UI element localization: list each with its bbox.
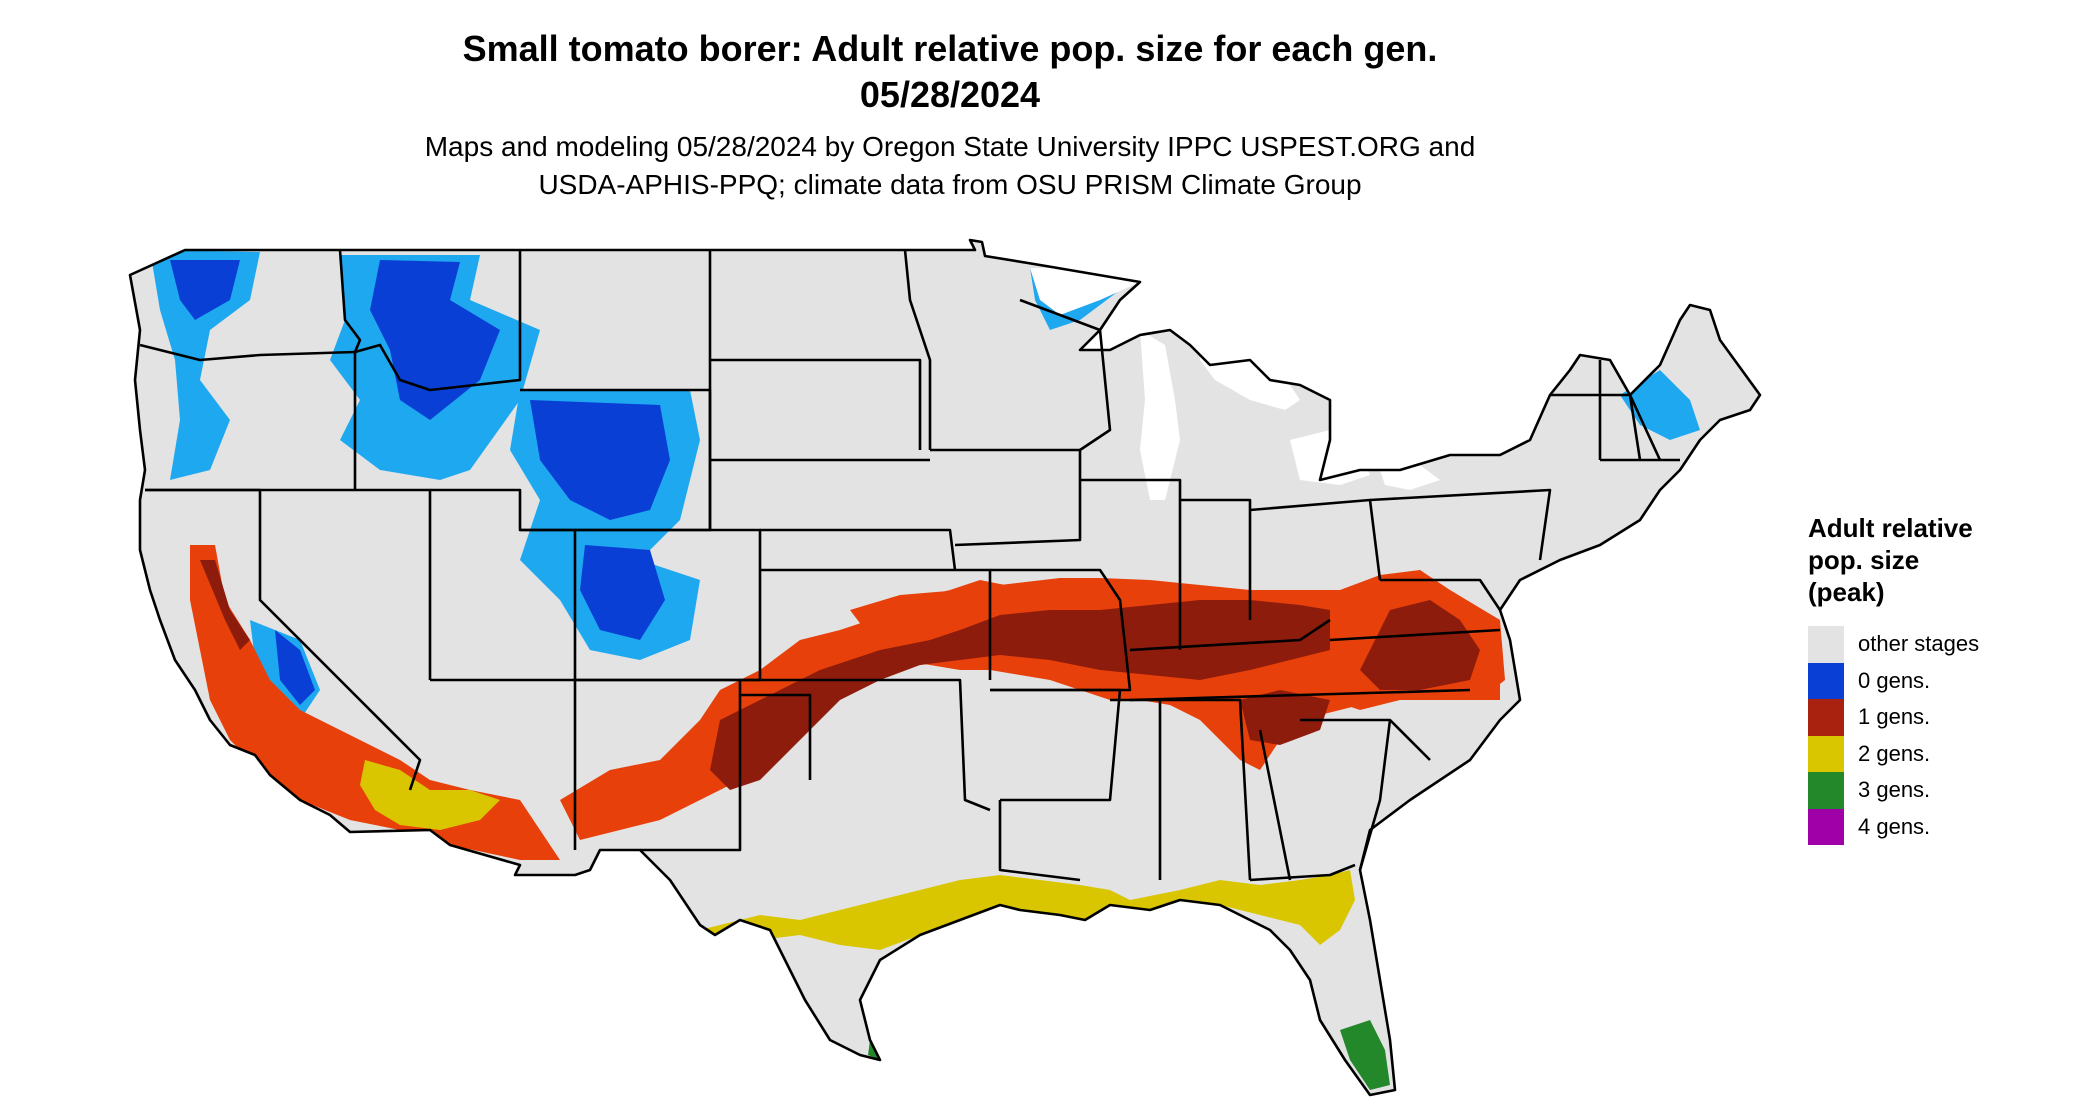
great-lakes <box>1030 268 1440 500</box>
legend-title: Adult relative pop. size (peak) <box>1808 512 2078 608</box>
title-line-1: Small tomato borer: Adult relative pop. … <box>462 28 1438 69</box>
legend-label: 4 gens. <box>1858 813 1931 839</box>
legend-item-3-gens: 3 gens. <box>1808 772 2078 809</box>
legend-title-line-3: (peak) <box>1808 577 1885 607</box>
us-map <box>128 238 1762 1097</box>
legend-swatch <box>1808 772 1844 809</box>
legend-label: 0 gens. <box>1858 667 1931 693</box>
state-borders <box>128 238 1762 1097</box>
subtitle-line-2: USDA-APHIS-PPQ; climate data from OSU PR… <box>538 169 1362 200</box>
legend-swatch <box>1808 735 1844 772</box>
legend-item-4-gens: 4 gens. <box>1808 808 2078 845</box>
legend-swatch <box>1808 626 1844 663</box>
legend: Adult relative pop. size (peak) other st… <box>1808 512 2078 845</box>
legend-item-other-stages: other stages <box>1808 626 2078 663</box>
legend-title-line-1: Adult relative <box>1808 513 1973 543</box>
map-title: Small tomato borer: Adult relative pop. … <box>0 26 1900 118</box>
legend-swatch <box>1808 699 1844 736</box>
legend-label: 3 gens. <box>1858 777 1931 803</box>
zone-3-gens <box>868 1020 1390 1090</box>
legend-items: other stages 0 gens. 1 gens. 2 gens. 3 g… <box>1808 626 2078 845</box>
legend-swatch <box>1808 808 1844 845</box>
map-subtitle: Maps and modeling 05/28/2024 by Oregon S… <box>0 128 1900 204</box>
legend-item-2-gens: 2 gens. <box>1808 735 2078 772</box>
legend-label: 2 gens. <box>1858 740 1931 766</box>
subtitle-line-1: Maps and modeling 05/28/2024 by Oregon S… <box>424 131 1476 162</box>
title-date: 05/28/2024 <box>859 74 1041 115</box>
legend-title-line-2: pop. size <box>1808 545 1920 575</box>
legend-item-0-gens: 0 gens. <box>1808 662 2078 699</box>
legend-label: other stages <box>1858 631 1980 657</box>
legend-item-1-gens: 1 gens. <box>1808 699 2078 736</box>
legend-swatch <box>1808 662 1844 699</box>
legend-label: 1 gens. <box>1858 704 1931 730</box>
